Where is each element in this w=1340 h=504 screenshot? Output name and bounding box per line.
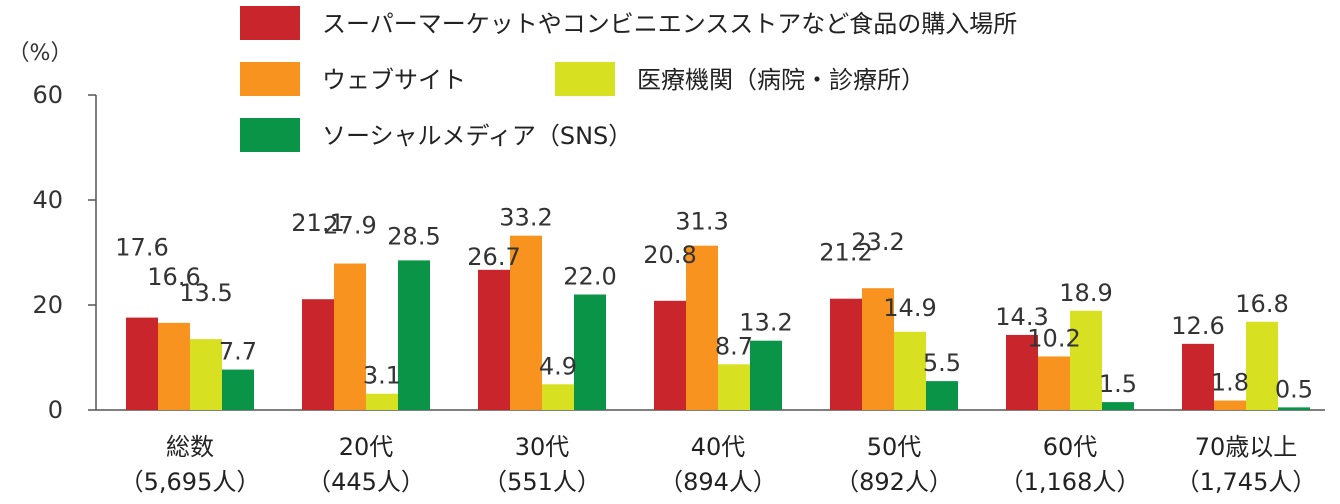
- bar: [510, 235, 542, 410]
- data-label: 14.3: [995, 303, 1048, 331]
- bar: [222, 369, 254, 410]
- legend-swatch: [240, 118, 300, 152]
- category-label: 60代: [1043, 433, 1098, 461]
- data-label: 18.9: [1059, 279, 1112, 307]
- bar: [1278, 407, 1310, 410]
- bar: [750, 340, 782, 410]
- data-label: 31.3: [675, 208, 728, 236]
- data-label: 16.8: [1235, 290, 1288, 318]
- data-label: 22.0: [563, 263, 616, 291]
- category-sublabel: （445人）: [307, 468, 425, 496]
- bar: [302, 299, 334, 410]
- y-tick-label: 20: [32, 291, 63, 319]
- bar: [1182, 343, 1214, 410]
- data-label: 0.5: [1275, 375, 1313, 403]
- category-label: 30代: [515, 433, 570, 461]
- legend-label: 医療機関（病院・診療所）: [637, 66, 925, 94]
- category-sublabel: （551人）: [483, 468, 601, 496]
- data-label: 7.7: [219, 338, 257, 366]
- data-label: 13.5: [179, 279, 232, 307]
- category-label: 50代: [867, 433, 922, 461]
- legend-label: ソーシャルメディア（SNS）: [322, 122, 632, 150]
- data-label: 1.5: [1099, 370, 1137, 398]
- y-tick-label: 0: [48, 396, 63, 424]
- bar: [478, 269, 510, 410]
- data-label: 14.9: [883, 294, 936, 322]
- bar: [398, 260, 430, 410]
- data-label: 20.8: [643, 241, 696, 269]
- y-tick-label: 60: [32, 81, 63, 109]
- bar: [718, 364, 750, 410]
- category-labels: 総数 （5,695人） 20代 （445人） 30代 （551人） 40代 （894人） 50代…: [120, 433, 1317, 496]
- bar: [654, 300, 686, 410]
- data-label: 21.2: [819, 239, 872, 267]
- data-label: 27.9: [323, 212, 376, 240]
- category-sublabel: （5,695人）: [120, 468, 261, 496]
- y-tick-label: 40: [32, 186, 63, 214]
- category-sublabel: （892人）: [835, 468, 953, 496]
- bar: [894, 331, 926, 410]
- data-label: 13.2: [739, 309, 792, 337]
- category-label: 40代: [691, 433, 746, 461]
- bar: [686, 245, 718, 410]
- bar: [1102, 402, 1134, 410]
- bar: [830, 298, 862, 410]
- data-label: 1.8: [1211, 369, 1249, 397]
- bar: [574, 294, 606, 410]
- data-label: 33.2: [499, 204, 552, 232]
- category-label: 総数: [166, 433, 214, 461]
- category-label: 20代: [339, 433, 394, 461]
- bar: [542, 384, 574, 410]
- bars: [126, 235, 1310, 410]
- category-sublabel: （894人）: [659, 468, 777, 496]
- bar: [862, 288, 894, 410]
- bar: [1006, 334, 1038, 410]
- data-label: 3.1: [363, 362, 401, 390]
- data-label: 4.9: [539, 352, 577, 380]
- bar: [126, 317, 158, 410]
- data-labels: 17.6 21.1 26.7 20.8 21.2 14.3 12.6 16.6 27.9 33.2…: [115, 204, 1313, 404]
- bar: [334, 263, 366, 410]
- legend-swatch: [555, 62, 615, 96]
- data-label: 12.6: [1171, 312, 1224, 340]
- data-label: 5.5: [923, 349, 961, 377]
- data-label: 8.7: [715, 332, 753, 360]
- bar: [1214, 400, 1246, 410]
- category-sublabel: （1,745人）: [1176, 468, 1317, 496]
- data-label: 10.2: [1027, 324, 1080, 352]
- data-label: 26.7: [467, 243, 520, 271]
- data-label: 21.1: [291, 209, 344, 237]
- data-label: 28.5: [387, 222, 440, 250]
- legend-swatch: [240, 62, 300, 96]
- bar: [1070, 310, 1102, 410]
- category-label: 70歳以上: [1195, 433, 1298, 461]
- bar: [926, 381, 958, 410]
- bar: [1038, 356, 1070, 410]
- data-label: 23.2: [851, 228, 904, 256]
- legend-swatch: [240, 6, 300, 40]
- data-label: 16.6: [147, 263, 200, 291]
- legend-label: スーパーマーケットやコンビニエンスストアなど食品の購入場所: [322, 10, 1017, 38]
- bar: [366, 393, 398, 410]
- bar: [190, 339, 222, 410]
- data-label: 17.6: [115, 234, 168, 262]
- bar: [1246, 321, 1278, 410]
- y-axis-unit-label: （%）: [8, 41, 73, 66]
- legend-label: ウェブサイト: [322, 66, 466, 94]
- category-sublabel: （1,168人）: [1000, 468, 1141, 496]
- bar: [158, 322, 190, 410]
